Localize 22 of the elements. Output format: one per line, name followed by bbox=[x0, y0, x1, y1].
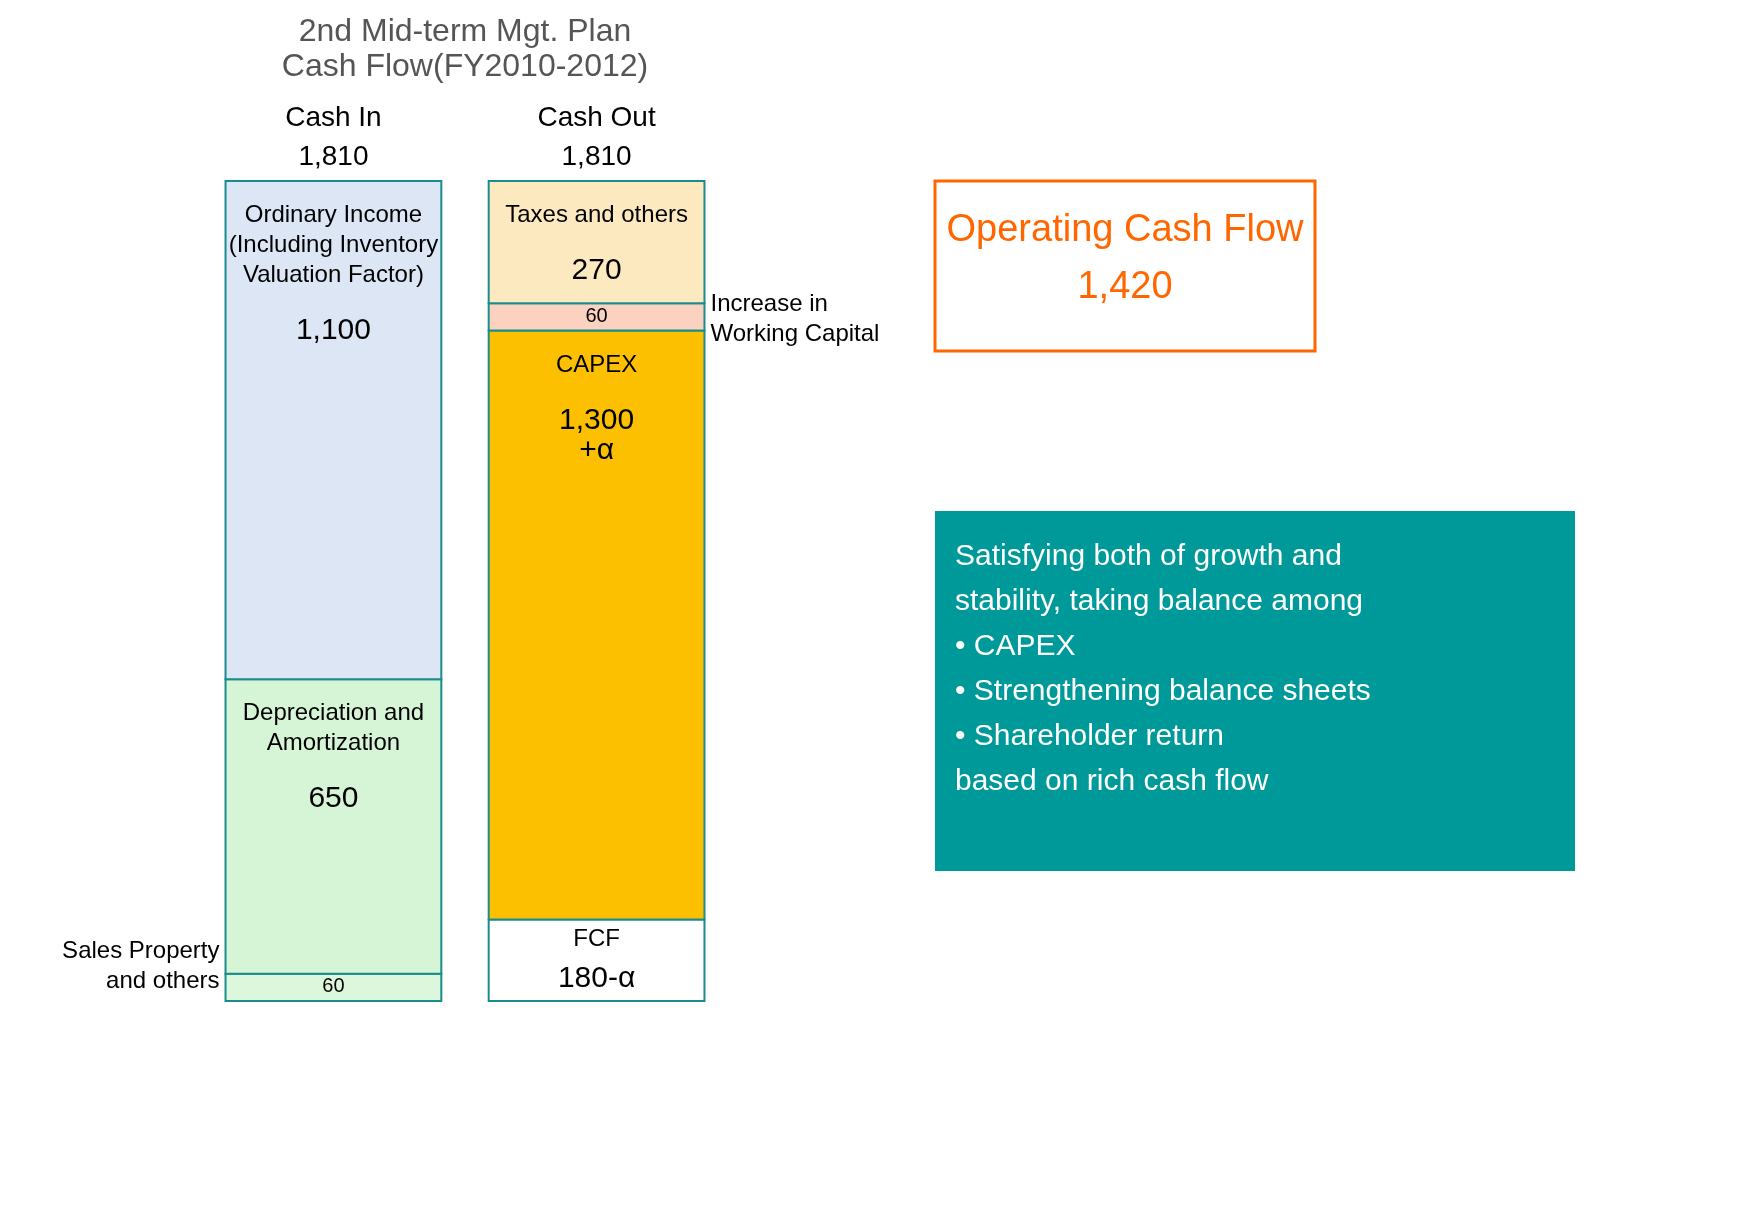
data-label: 270 bbox=[571, 252, 622, 285]
data-label: 60 bbox=[322, 974, 345, 997]
chart-subtitle: Cash Flow(FY2010-2012) bbox=[281, 47, 649, 83]
annotation: FCF bbox=[573, 924, 620, 952]
annotation: CAPEX bbox=[555, 349, 638, 377]
annotation: Ordinary Income (Including Inventory Valuation Factor) bbox=[228, 200, 439, 287]
data-label: 1,300 +α bbox=[559, 401, 635, 465]
x-tick-label: Cash In bbox=[285, 100, 382, 132]
total-label: 1,810 bbox=[298, 140, 369, 171]
data-label: 650 bbox=[308, 780, 359, 814]
annotation: Taxes and others bbox=[505, 200, 688, 227]
chart-title: 2nd Mid-term Mgt. Plan bbox=[298, 12, 632, 48]
annotation: Depreciation and Amortization bbox=[242, 698, 425, 756]
data-label: 60 bbox=[585, 303, 608, 326]
text: Satisfying both of growth and stability, taking balance among • CAPEX • Strengthening balance sheets • Shareholder return based on rich cash flow bbox=[955, 538, 1371, 796]
annotation: Sales Property and others bbox=[62, 936, 220, 993]
x-tick-label: Cash Out bbox=[537, 100, 656, 132]
text: Operating Cash Flow 1,420 bbox=[946, 207, 1305, 306]
annotation: Increase in Working Capital bbox=[710, 288, 880, 346]
total-label: 1,810 bbox=[561, 140, 632, 171]
data-label: 1,100 bbox=[295, 312, 371, 345]
data-label: 180-α bbox=[557, 960, 636, 994]
